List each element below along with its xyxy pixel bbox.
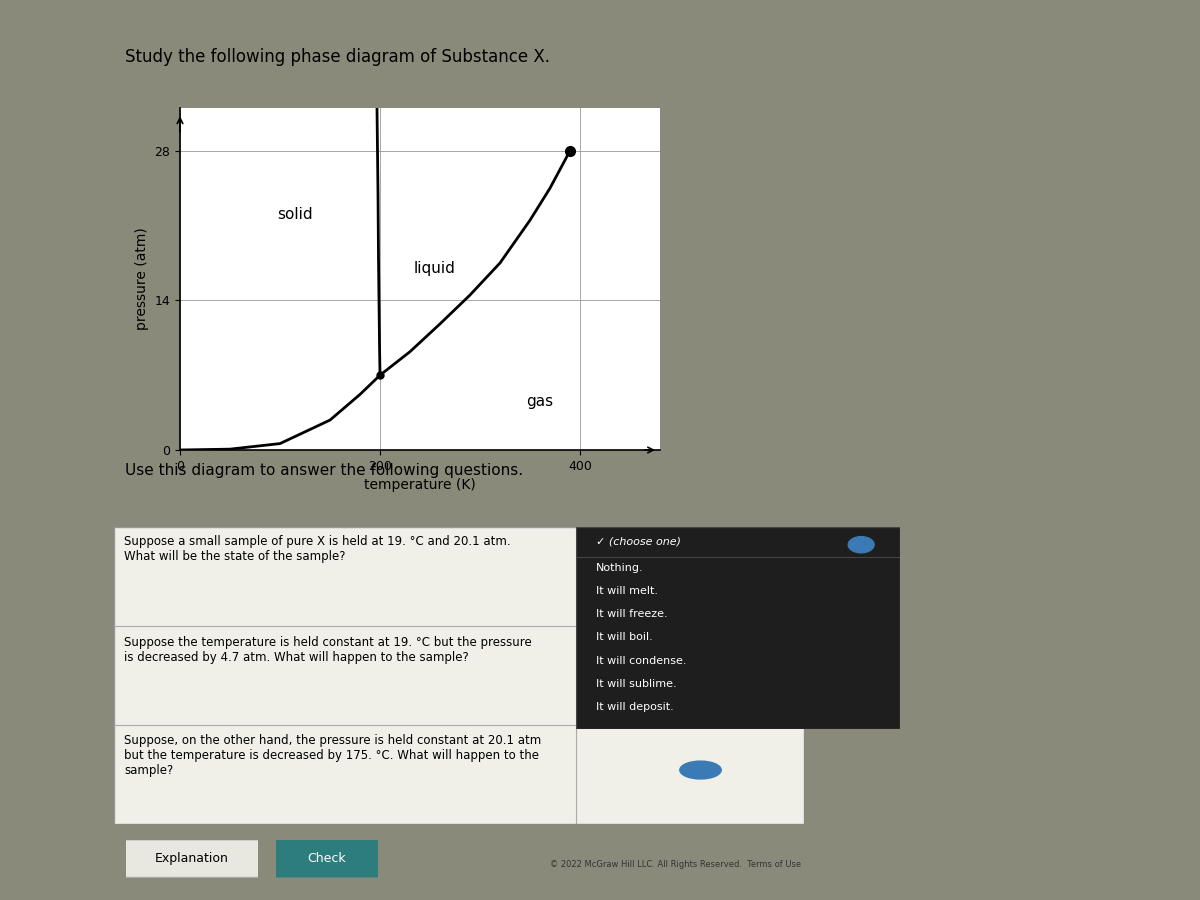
FancyBboxPatch shape [270,840,384,878]
Text: gas: gas [527,394,553,410]
FancyBboxPatch shape [118,840,266,878]
Y-axis label: pressure (atm): pressure (atm) [134,228,149,330]
Circle shape [848,536,874,553]
FancyBboxPatch shape [576,526,900,729]
Text: © 2022 McGraw Hill LLC. All Rights Reserved.  Terms of Use: © 2022 McGraw Hill LLC. All Rights Reser… [551,860,802,868]
Text: ✓ (choose one): ✓ (choose one) [595,536,680,546]
Text: solid: solid [590,550,618,563]
Text: It will deposit.: It will deposit. [595,702,673,712]
Text: It will freeze.: It will freeze. [595,609,667,619]
Text: It will boil.: It will boil. [595,633,653,643]
Text: Check: Check [307,852,347,865]
Text: Suppose, on the other hand, the pressure is held constant at 20.1 atm
but the te: Suppose, on the other hand, the pressure… [125,734,541,778]
Text: Use this diagram to answer the following questions.: Use this diagram to answer the following… [125,463,523,478]
Text: It will melt.: It will melt. [595,586,658,596]
Circle shape [679,554,721,571]
Text: Nothing.: Nothing. [595,563,643,573]
Text: Study the following phase diagram of Substance X.: Study the following phase diagram of Sub… [125,48,550,67]
X-axis label: temperature (K): temperature (K) [364,478,476,492]
Circle shape [679,761,721,778]
Text: liquid: liquid [414,261,456,275]
Text: Explanation: Explanation [155,852,229,865]
Text: It will condense.: It will condense. [595,655,686,665]
Text: Suppose a small sample of pure X is held at 19. °C and 20.1 atm.
What will be th: Suppose a small sample of pure X is held… [125,536,511,563]
FancyBboxPatch shape [114,526,804,824]
Text: solid: solid [277,207,313,222]
Text: It will sublime.: It will sublime. [595,679,677,688]
Text: Suppose the temperature is held constant at 19. °C but the pressure
is decreased: Suppose the temperature is held constant… [125,636,532,664]
